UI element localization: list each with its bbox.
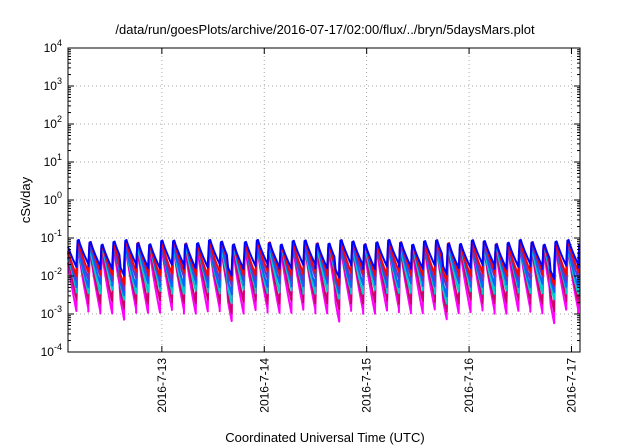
x-axis-label: Coordinated Universal Time (UTC): [225, 430, 424, 445]
y-tick-base: 10: [41, 231, 55, 245]
grid: [68, 48, 580, 352]
y-tick-label: 10-1: [41, 228, 62, 245]
series-layer: [67, 238, 581, 325]
series-line: [67, 240, 581, 287]
y-tick-base: 10: [44, 193, 58, 207]
x-tick-label: 2016-7-14: [257, 358, 271, 413]
chart-title: /data/run/goesPlots/archive/2016-07-17/0…: [115, 22, 535, 37]
y-tick-label: 100: [44, 190, 62, 207]
y-tick-exponent: 3: [57, 76, 62, 86]
y-tick-label: 10-3: [41, 304, 62, 321]
y-tick-exponent: 2: [57, 114, 62, 124]
y-tick-exponent: -2: [54, 266, 62, 276]
x-axis: 2016-7-13 2016-7-14 2016-7-15 2016-7-16 2016…: [155, 48, 578, 413]
series-line: [67, 238, 581, 280]
y-tick-label: 102: [44, 114, 62, 131]
y-tick-exponent: -3: [54, 304, 62, 314]
x-tick-label: 2016-7-16: [462, 358, 476, 413]
x-tick-label: 2016-7-13: [155, 358, 169, 413]
y-tick-base: 10: [44, 117, 58, 131]
y-tick-base: 10: [41, 269, 55, 283]
y-tick-base: 10: [44, 41, 58, 55]
series-line: [67, 250, 581, 325]
y-tick-base: 10: [41, 307, 55, 321]
y-tick-base: 10: [44, 79, 58, 93]
y-tick-label: 104: [44, 38, 62, 55]
y-tick-label: 10-4: [41, 342, 62, 359]
y-tick-exponent: -4: [54, 342, 62, 352]
y-tick-exponent: 4: [57, 38, 62, 48]
y-tick-exponent: 0: [57, 190, 62, 200]
y-tick-label: 101: [44, 152, 62, 169]
y-tick-base: 10: [44, 155, 58, 169]
y-tick-label: 10-2: [41, 266, 62, 283]
y-tick-exponent: 1: [57, 152, 62, 162]
y-tick-label: 103: [44, 76, 62, 93]
y-tick-exponent: -1: [54, 228, 62, 238]
x-tick-label: 2016-7-17: [564, 358, 578, 413]
series-line: [67, 248, 581, 315]
y-tick-base: 10: [41, 345, 55, 359]
y-axis-label: cSv/day: [18, 176, 33, 223]
x-tick-label: 2016-7-15: [360, 358, 374, 413]
